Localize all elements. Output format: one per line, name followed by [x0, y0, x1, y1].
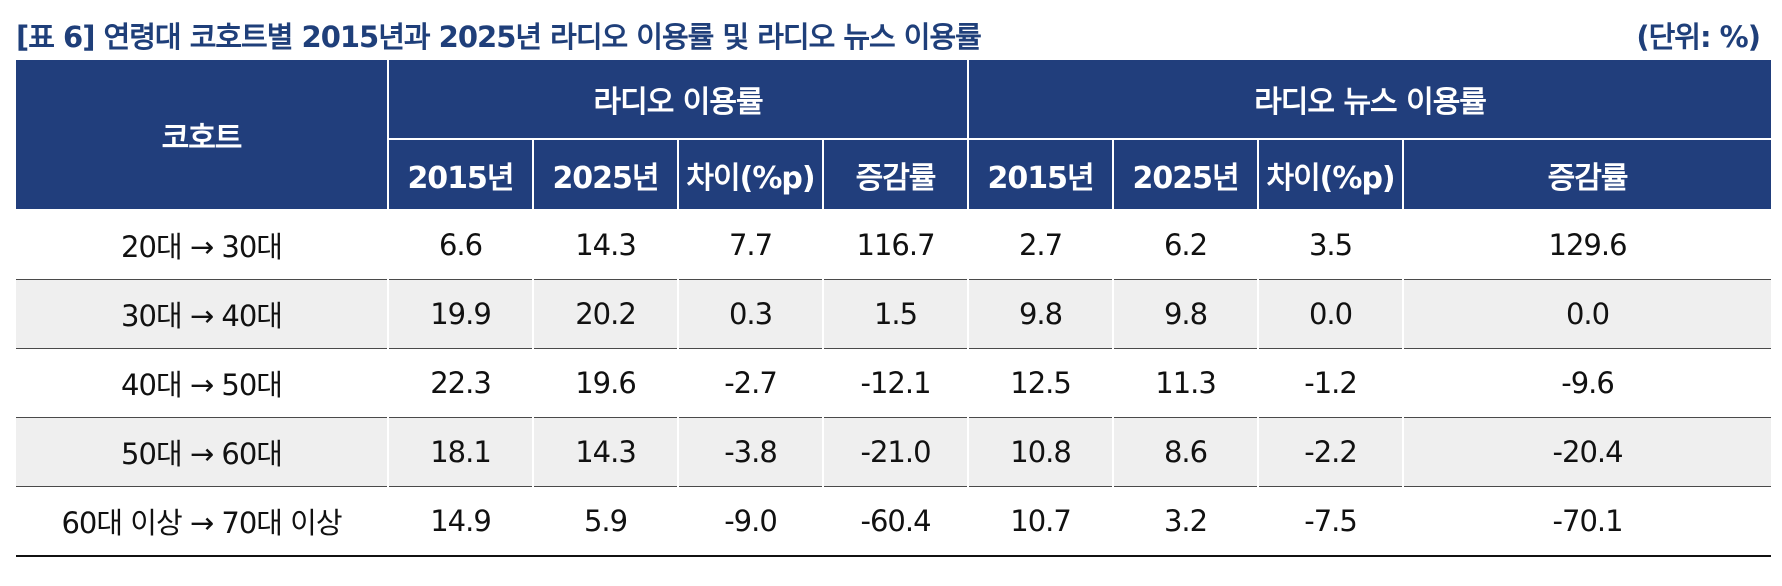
table-body: 20대 → 30대 6.6 14.3 7.7 116.7 2.7 6.2 3.5 129.6 30…: [16, 210, 1772, 557]
group-header-radio-news: 라디오 뉴스 이용률: [967, 60, 1772, 140]
value-cell: -21.0: [821, 417, 969, 487]
value-cell: 6.2: [1112, 210, 1259, 280]
value-cell: -7.5: [1257, 486, 1404, 557]
table-row: 20대 → 30대 6.6 14.3 7.7 116.7 2.7 6.2 3.5 129.6: [16, 210, 1772, 280]
sub-header: 차이(%p): [1257, 139, 1405, 211]
sub-header: 2025년: [1112, 139, 1260, 211]
value-cell: -60.4: [821, 486, 969, 557]
value-cell: 0.0: [1402, 279, 1772, 349]
value-cell: 3.2: [1112, 486, 1259, 557]
value-cell: 129.6: [1402, 210, 1772, 280]
sub-header: 2025년: [532, 139, 679, 211]
cohort-cell: 60대 이상 → 70대 이상: [16, 486, 388, 557]
value-cell: 19.6: [532, 348, 678, 418]
value-cell: 18.1: [387, 417, 533, 487]
value-cell: -1.2: [1257, 348, 1404, 418]
cohort-cell: 50대 → 60대: [16, 417, 388, 487]
sub-header: 증감률: [1402, 139, 1772, 211]
value-cell: 3.5: [1257, 210, 1404, 280]
value-cell: 14.3: [532, 210, 678, 280]
value-cell: 0.3: [677, 279, 823, 349]
table-row: 40대 → 50대 22.3 19.6 -2.7 -12.1 12.5 11.3 -1.2 -9…: [16, 348, 1772, 418]
value-cell: 116.7: [821, 210, 969, 280]
table-row: 50대 → 60대 18.1 14.3 -3.8 -21.0 10.8 8.6 -2.2 -20…: [16, 417, 1772, 487]
value-cell: 2.7: [967, 210, 1114, 280]
value-cell: -2.7: [677, 348, 823, 418]
table-title: [표 6] 연령대 코호트별 2015년과 2025년 라디오 이용률 및 라디…: [16, 20, 982, 54]
value-cell: 6.6: [387, 210, 533, 280]
table-row: 30대 → 40대 19.9 20.2 0.3 1.5 9.8 9.8 0.0 0.0: [16, 279, 1772, 349]
value-cell: 11.3: [1112, 348, 1259, 418]
value-cell: 10.7: [967, 486, 1114, 557]
value-cell: 12.5: [967, 348, 1114, 418]
value-cell: 9.8: [967, 279, 1114, 349]
value-cell: -70.1: [1402, 486, 1772, 557]
value-cell: 1.5: [821, 279, 969, 349]
cohort-cell: 20대 → 30대: [16, 210, 388, 280]
table-caption: [표 6] 연령대 코호트별 2015년과 2025년 라디오 이용률 및 라디…: [16, 8, 1772, 54]
value-cell: -2.2: [1257, 417, 1404, 487]
cohort-cell: 40대 → 50대: [16, 348, 388, 418]
sub-header: 2015년: [967, 139, 1115, 211]
value-cell: -20.4: [1402, 417, 1772, 487]
cohort-header: 코호트: [16, 60, 389, 211]
sub-header: 증감률: [821, 139, 970, 211]
value-cell: 9.8: [1112, 279, 1259, 349]
value-cell: 22.3: [387, 348, 533, 418]
cohort-cell: 30대 → 40대: [16, 279, 388, 349]
value-cell: 10.8: [967, 417, 1114, 487]
value-cell: 14.9: [387, 486, 533, 557]
value-cell: 7.7: [677, 210, 823, 280]
value-cell: -3.8: [677, 417, 823, 487]
unit-label: (단위: %): [1636, 20, 1761, 54]
value-cell: 8.6: [1112, 417, 1259, 487]
table-row: 60대 이상 → 70대 이상 14.9 5.9 -9.0 -60.4 10.7 3.2 -7…: [16, 486, 1772, 557]
value-cell: 5.9: [532, 486, 678, 557]
value-cell: -9.0: [677, 486, 823, 557]
value-cell: -12.1: [821, 348, 969, 418]
group-header-radio: 라디오 이용률: [386, 60, 970, 140]
sub-header: 차이(%p): [677, 139, 824, 211]
value-cell: 0.0: [1257, 279, 1404, 349]
value-cell: 19.9: [387, 279, 533, 349]
value-cell: 14.3: [532, 417, 678, 487]
value-cell: 20.2: [532, 279, 678, 349]
data-table: 코호트 라디오 이용률 라디오 뉴스 이용률 2015년 2025년 차이(%p…: [16, 60, 1772, 557]
value-cell: -9.6: [1402, 348, 1772, 418]
sub-header: 2015년: [387, 139, 534, 211]
